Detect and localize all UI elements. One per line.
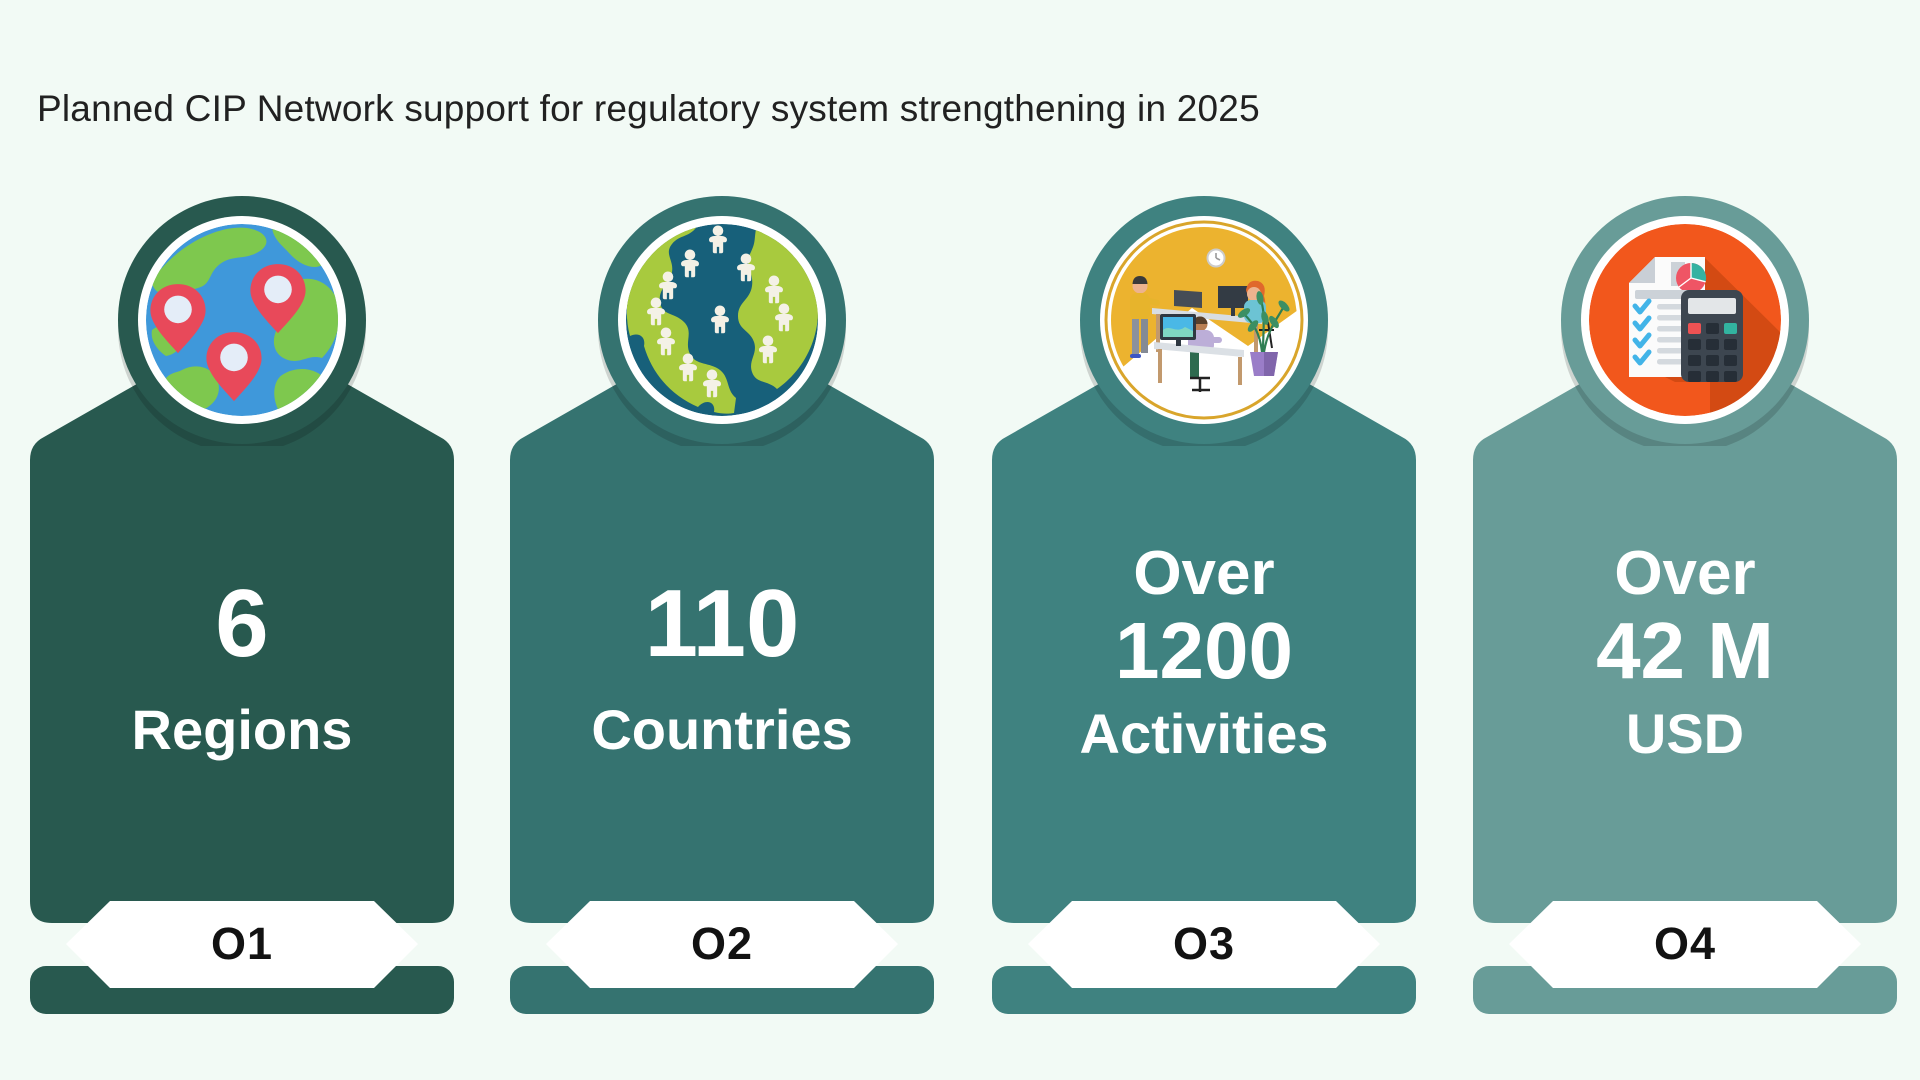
- globe-land: [626, 225, 818, 414]
- stat-number: 110: [644, 570, 800, 677]
- page-title: Planned CIP Network support for regulato…: [37, 88, 1260, 129]
- gold-ring: [1104, 220, 1304, 420]
- desk-leg: [1238, 357, 1242, 385]
- badge-label: O2: [690, 918, 754, 969]
- globe-location-pins-icon: [146, 224, 338, 416]
- plant-icon: [1237, 291, 1290, 376]
- map-pin-icon: [206, 332, 262, 402]
- monitor-icon: [1160, 314, 1196, 346]
- desk-leg: [1158, 349, 1162, 383]
- stat-unit: Regions: [131, 698, 353, 761]
- monitor-icon: [1218, 286, 1248, 308]
- person-standing: [1130, 276, 1160, 358]
- card-body: [992, 375, 1416, 923]
- stat-unit: Countries: [591, 698, 853, 761]
- clock-icon: [1206, 248, 1226, 268]
- card-shape: [510, 375, 934, 1014]
- stat-number: 42 M: [1596, 606, 1774, 695]
- map-pin-icon: [150, 284, 206, 354]
- badge-label: O1: [210, 918, 274, 969]
- card-body: [510, 375, 934, 923]
- stat-prefix: Over: [1614, 539, 1756, 608]
- stat-unit: USD: [1625, 702, 1745, 765]
- icon-circle: [1080, 196, 1328, 446]
- card-shape: [30, 375, 454, 1014]
- badge-label: O4: [1653, 918, 1717, 969]
- stat-number: 6: [215, 570, 269, 677]
- badge-ribbon: [66, 901, 418, 988]
- monitor-stand: [1231, 308, 1235, 316]
- badge-ribbon: [1509, 901, 1861, 988]
- pie-chart-icon: [1676, 262, 1707, 293]
- card-regions: 6 Regions O1: [30, 0, 454, 1080]
- badge-label: O3: [1172, 918, 1236, 969]
- card-countries: 110 Countries O2: [510, 0, 934, 1080]
- desk-leg: [1254, 324, 1258, 356]
- office-teamwork-icon: [1111, 227, 1297, 413]
- office-wall: [1111, 227, 1297, 378]
- desk-leg: [1156, 314, 1160, 352]
- card-shape: [992, 375, 1416, 1014]
- stat-number: 1200: [1115, 606, 1293, 695]
- icon-circle: [598, 196, 846, 446]
- icon-circle: [1561, 196, 1809, 446]
- calculator-icon: [1681, 290, 1743, 382]
- card-activities: Over 1200 Activities O3: [992, 0, 1416, 1080]
- globe-people-icon: [626, 224, 818, 416]
- badge-ribbon: [546, 901, 898, 988]
- icon-circle: [118, 196, 366, 446]
- laptop-icon: [1174, 290, 1202, 308]
- card-body: [1473, 375, 1897, 923]
- stat-unit: Activities: [1079, 702, 1329, 765]
- card-shape: [1473, 375, 1897, 1014]
- back-desk: [1152, 308, 1262, 324]
- badge-ribbon: [1028, 901, 1380, 988]
- stat-prefix: Over: [1133, 539, 1275, 608]
- map-pin-icon: [250, 264, 306, 334]
- card-body: [30, 375, 454, 923]
- card-usd: Over 42 M USD O4: [1473, 0, 1897, 1080]
- checkmark-icons: [1632, 298, 1652, 366]
- report-calculator-icon: [1589, 224, 1781, 416]
